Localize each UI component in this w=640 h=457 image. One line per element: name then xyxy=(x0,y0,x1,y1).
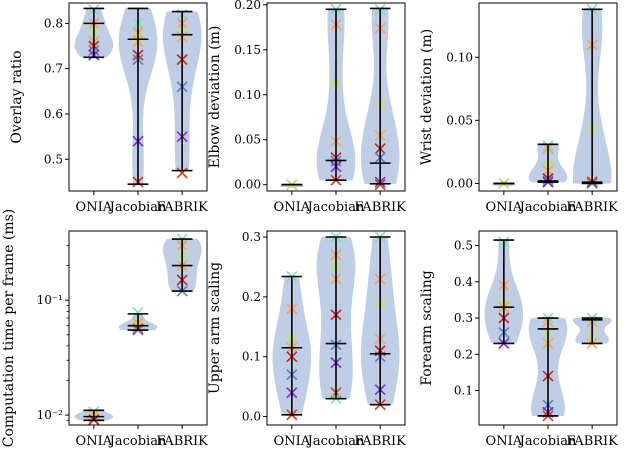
data-point-marker xyxy=(132,307,144,319)
x-tick-label: Jacobian xyxy=(306,200,365,215)
x-tick-label: FABRIK xyxy=(354,200,406,215)
x-tick-label: Jacobian xyxy=(108,200,167,215)
y-tick-label: 0.7 xyxy=(44,62,63,76)
y-tick-label: 0.10 xyxy=(234,88,261,102)
x-tick-label: FABRIK xyxy=(156,434,208,449)
x-tick-label: ONIA xyxy=(274,434,311,449)
y-tick-label: 0.05 xyxy=(234,133,261,147)
y-tick-label: 0.3 xyxy=(454,311,473,325)
y-tick-label: 0.1 xyxy=(242,350,261,364)
x-tick-label: Jacobian xyxy=(306,434,365,449)
y-tick-label: 0.15 xyxy=(234,43,261,57)
y-axis-label: Elbow deviation (m) xyxy=(207,26,223,169)
data-point-marker xyxy=(176,167,188,179)
y-tick-label: 0.5 xyxy=(44,152,63,166)
y-tick-label: 0.0 xyxy=(242,410,261,424)
y-tick-label: 0.00 xyxy=(234,178,261,192)
y-tick-label: 0.6 xyxy=(44,107,63,121)
y-tick-label: 0.8 xyxy=(44,16,63,30)
data-point-marker xyxy=(374,179,386,191)
y-tick-label: 10⁻² xyxy=(37,408,64,422)
y-tick-label: 0.5 xyxy=(454,239,473,253)
y-axis-label: Overlay ratio xyxy=(9,50,25,143)
y-tick-label: 0.4 xyxy=(454,275,473,289)
y-tick-label: 0.20 xyxy=(234,0,261,12)
x-tick-label: FABRIK xyxy=(354,434,406,449)
y-tick-label: 0.1 xyxy=(454,384,473,398)
y-tick-label: 0.05 xyxy=(446,113,473,127)
y-axis-label: Forearm scaling xyxy=(419,270,435,385)
y-tick-label: 0.2 xyxy=(454,347,473,361)
y-tick-label: 0.10 xyxy=(446,50,473,64)
y-axis-label: Upper arm scaling xyxy=(207,262,223,394)
x-tick-label: ONIA xyxy=(76,434,113,449)
y-tick-label: 0.2 xyxy=(242,290,261,304)
x-tick-label: ONIA xyxy=(76,200,113,215)
y-tick-label: 10⁻¹ xyxy=(37,293,63,307)
x-tick-label: ONIA xyxy=(486,200,523,215)
x-tick-label: Jacobian xyxy=(108,434,167,449)
x-tick-label: ONIA xyxy=(486,434,523,449)
y-axis-label: Computation time per frame (ms) xyxy=(1,209,17,448)
x-tick-label: Jacobian xyxy=(518,434,577,449)
x-tick-label: FABRIK xyxy=(566,434,618,449)
x-tick-label: FABRIK xyxy=(566,200,618,215)
y-axis-label: Wrist deviation (m) xyxy=(419,29,435,165)
x-tick-label: ONIA xyxy=(274,200,311,215)
x-tick-label: FABRIK xyxy=(156,200,208,215)
y-tick-label: 0.3 xyxy=(242,230,261,244)
x-tick-label: Jacobian xyxy=(518,200,577,215)
y-tick-label: 0.00 xyxy=(446,176,473,190)
